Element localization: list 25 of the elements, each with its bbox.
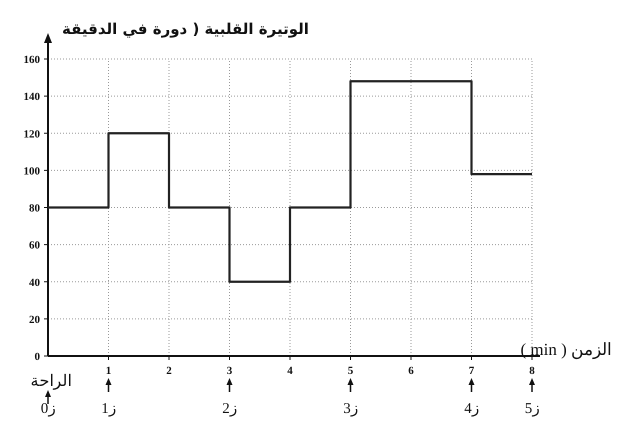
y-tick-label: 0 xyxy=(34,351,40,363)
y-tick-label: 60 xyxy=(29,240,40,252)
x-tick-label: 6 xyxy=(408,365,414,377)
x-tick-label: 7 xyxy=(468,365,475,377)
y-tick-label: 160 xyxy=(24,54,40,66)
annotation: الراحة xyxy=(30,373,72,390)
annotation: ز2 xyxy=(222,401,237,417)
y-tick-label: 80 xyxy=(29,202,40,214)
annotation: ز5 xyxy=(524,401,540,417)
y-tick-label: 40 xyxy=(29,276,40,289)
x-tick-label: 5 xyxy=(348,365,354,377)
y-tick-label: 20 xyxy=(29,314,40,326)
annotation: ز4 xyxy=(464,401,479,417)
y-axis-title: الوتيرة القلبية ( دورة في الدقيقة xyxy=(62,20,309,38)
y-tick-label: 140 xyxy=(24,91,40,104)
y-tick-label: 120 xyxy=(24,128,40,140)
x-tick-label: 2 xyxy=(166,365,172,377)
annotation: ز1 xyxy=(101,401,116,417)
x-tick-label: 8 xyxy=(529,365,536,377)
y-tick-label: 100 xyxy=(24,165,40,178)
text: ز0 xyxy=(40,401,56,417)
x-tick-label: 3 xyxy=(226,365,233,377)
annotation: ز3 xyxy=(343,401,358,417)
x-tick-label: 4 xyxy=(287,365,294,377)
x-tick-label: 1 xyxy=(106,365,112,377)
